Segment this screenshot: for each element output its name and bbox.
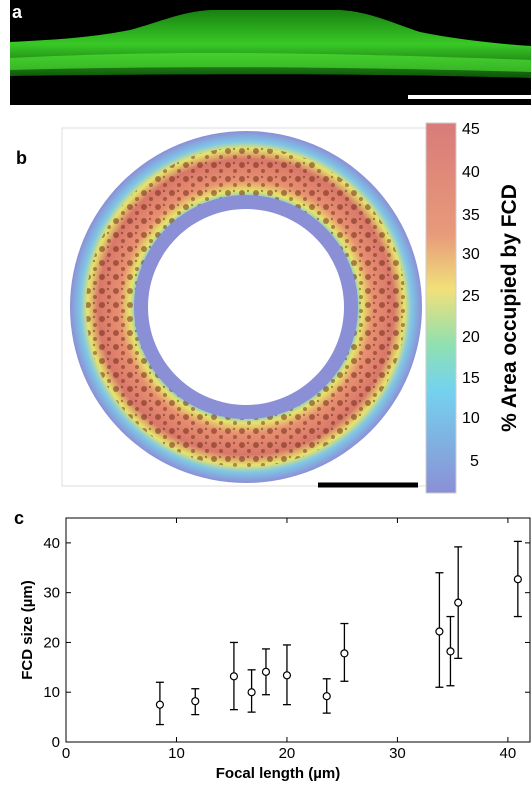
- plot-frame: [65, 517, 531, 743]
- colorbar-tick: 30: [462, 246, 480, 263]
- panel-label-c: c: [14, 508, 25, 528]
- colorbar-tick: 5: [470, 453, 479, 470]
- ring-map: [61, 122, 457, 494]
- y-tick-label: 40: [43, 535, 60, 552]
- colorbar-tick: 25: [462, 288, 480, 305]
- cross-section-image: [10, 0, 531, 105]
- data-point: [322, 692, 331, 701]
- colorbar-title: % Area occupied by FCD: [498, 184, 521, 432]
- panel-label-b: b: [16, 148, 27, 168]
- panel-label-a: a: [12, 2, 23, 22]
- panel-c: 0 10 20 30 40 0 10 20 30 40 Focal length (µm) FCD s…: [0, 510, 531, 784]
- y-tick-label: 0: [52, 734, 60, 751]
- x-axis-label: Focal length (µm): [216, 765, 340, 782]
- x-tick-label: 30: [389, 745, 406, 762]
- colorbar-tick: 35: [462, 207, 480, 224]
- panel-a-image: [10, 0, 531, 105]
- data-point: [155, 700, 165, 709]
- x-tick-label: 10: [168, 745, 185, 762]
- data-point: [229, 672, 239, 681]
- colorbar-tick: 10: [462, 410, 480, 427]
- y-tick-label: 30: [43, 585, 60, 602]
- data-point: [454, 598, 463, 607]
- colorbar-tick: 20: [462, 329, 480, 346]
- colorbar-tick: 15: [462, 370, 480, 387]
- y-tick-label: 10: [43, 684, 60, 701]
- data-point: [340, 649, 349, 658]
- data-point: [282, 671, 292, 680]
- fcd-scatter-chart: 0 10 20 30 40 0 10 20 30 40 Focal length (µm) FCD s…: [19, 517, 531, 782]
- x-tick-label: 40: [500, 745, 517, 762]
- data-point: [247, 688, 256, 697]
- data-point: [435, 627, 444, 636]
- x-tick-label: 0: [62, 745, 70, 762]
- data-point: [513, 575, 522, 584]
- colorbar: [425, 122, 457, 494]
- data-point: [191, 697, 200, 706]
- data-point: [446, 647, 455, 656]
- panel-b: 45 40 35 30 25 20 15 10 5 % Area occupie…: [0, 118, 531, 498]
- y-tick-label: 20: [43, 634, 60, 651]
- colorbar-tick: 45: [462, 121, 480, 138]
- y-axis-label: FCD size (µm): [19, 580, 36, 680]
- data-point: [261, 667, 271, 676]
- colorbar-tick: 40: [462, 164, 480, 181]
- x-tick-label: 20: [279, 745, 296, 762]
